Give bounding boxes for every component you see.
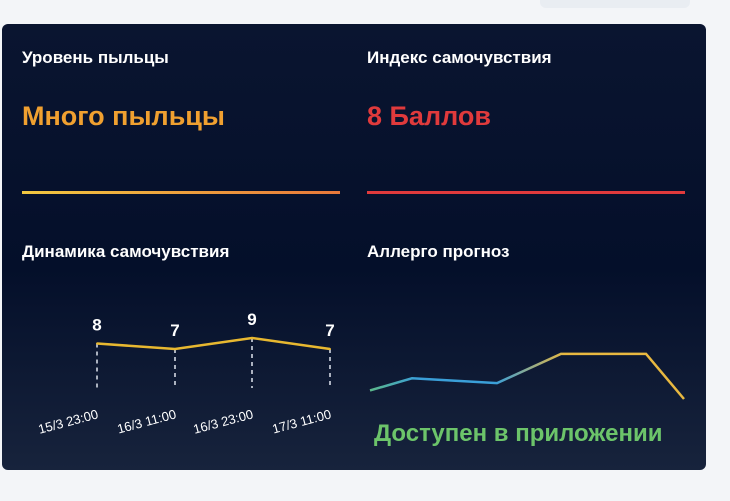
- wellbeing-value: 8 Баллов: [367, 101, 491, 131]
- dynamics-title: Динамика самочувствия: [22, 242, 230, 261]
- series-line: [96, 336, 331, 351]
- wellbeing-bar: [367, 191, 685, 194]
- pollen-title: Уровень пыльцы: [22, 48, 169, 67]
- data-point: [96, 342, 98, 345]
- data-label: 7: [325, 321, 334, 340]
- data-label: 9: [247, 310, 256, 329]
- data-label: 8: [92, 316, 101, 335]
- wellbeing-title: Индекс самочувствия: [367, 48, 552, 67]
- forecast-note: Доступен в приложении: [374, 420, 663, 447]
- data-point: [329, 348, 331, 350]
- pollen-bar: [22, 191, 340, 194]
- data-label: 7: [170, 321, 179, 340]
- data-point: [251, 337, 253, 339]
- pollen-value: Много пыльцы: [22, 101, 225, 131]
- forecast-line: [369, 352, 685, 400]
- allergy-widget-card: [2, 24, 706, 470]
- data-point: [174, 348, 176, 350]
- top-bar: [540, 0, 690, 8]
- forecast-title: Аллерго прогноз: [367, 242, 510, 261]
